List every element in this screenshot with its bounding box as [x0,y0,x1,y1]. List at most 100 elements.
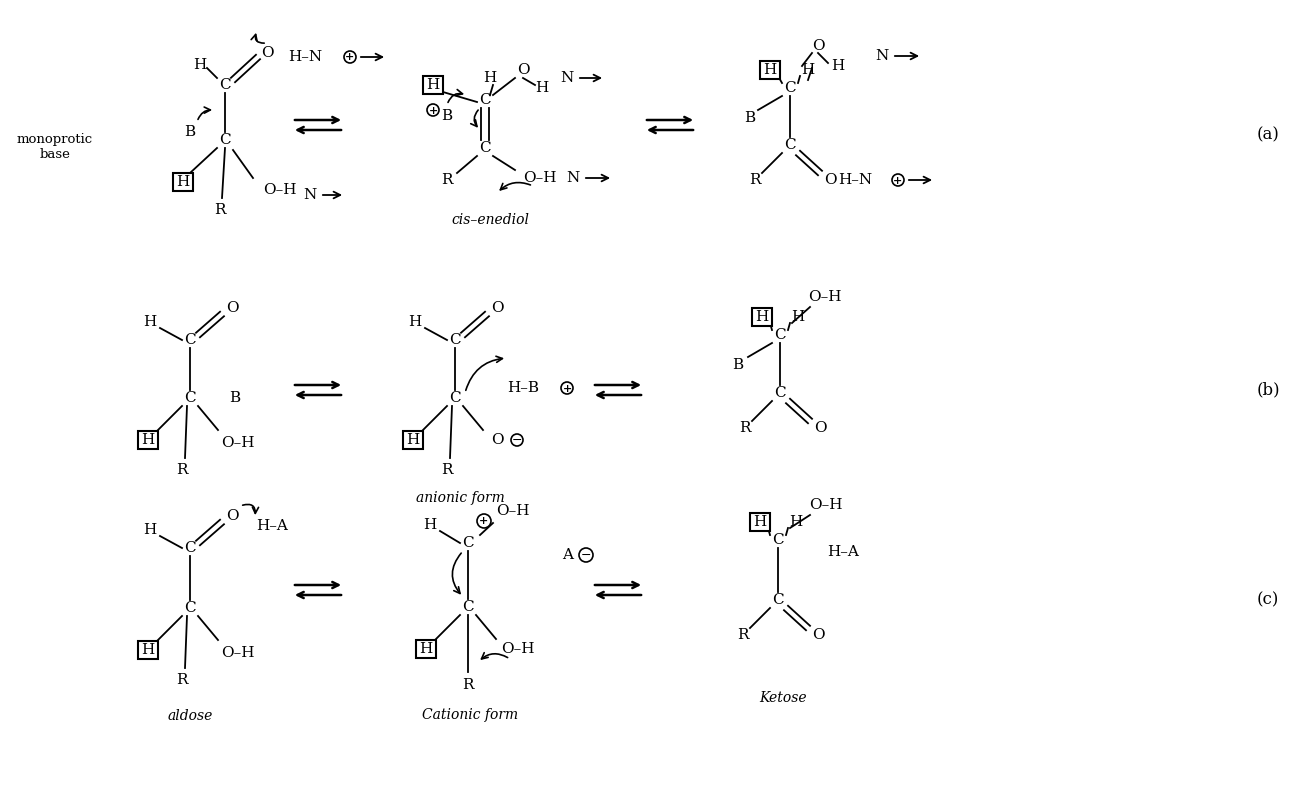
Text: anionic form: anionic form [416,491,505,505]
Text: O: O [226,509,238,523]
Text: C: C [184,333,196,347]
Text: C: C [184,391,196,405]
Text: C: C [784,138,796,152]
Text: C: C [774,328,786,342]
Text: C: C [774,386,786,400]
Text: base: base [39,148,71,161]
Text: H: H [484,71,497,85]
Text: C: C [220,133,231,147]
Text: O–H: O–H [221,646,255,660]
Text: H: H [423,518,437,532]
Text: O: O [490,301,503,315]
Text: H–A: H–A [827,545,859,559]
Text: H–A: H–A [256,519,288,533]
Text: H: H [176,175,190,189]
Text: O: O [814,421,826,435]
Text: R: R [463,678,473,692]
Text: R: R [176,673,188,687]
Text: R: R [442,173,452,187]
Text: N: N [303,188,316,202]
Text: +: + [429,105,438,115]
Text: (c): (c) [1257,592,1280,608]
Text: O–H: O–H [808,290,842,304]
Text: N: N [876,49,889,63]
Text: +: + [345,52,354,63]
Bar [750,513,770,531]
Text: B: B [732,358,744,372]
Text: C: C [184,601,196,615]
Text: monoprotic: monoprotic [17,133,93,147]
Text: C: C [480,141,491,155]
Text: +: + [562,383,571,394]
Text: O–H: O–H [523,171,557,185]
Text: B: B [745,111,755,125]
Text: H: H [426,78,439,92]
Text: H–B: H–B [507,381,538,395]
Text: C: C [480,93,491,107]
Text: O: O [260,46,273,60]
Text: H: H [536,81,549,95]
Text: H: H [144,523,157,537]
Text: R: R [749,173,761,187]
Text: O: O [226,301,238,315]
Text: H: H [406,433,420,447]
Text: C: C [463,600,474,614]
Text: O: O [823,173,836,187]
Bar [139,641,158,659]
Text: B: B [230,391,240,405]
Text: H: H [763,63,776,77]
Text: H–N: H–N [838,173,872,187]
Text: +: + [480,515,489,526]
Text: O–H: O–H [497,504,529,518]
Bar [139,431,158,449]
Text: (a): (a) [1256,126,1280,144]
Text: H: H [420,642,433,656]
Bar [403,431,423,449]
Text: O: O [812,39,825,53]
Text: H: H [408,315,422,329]
Text: R: R [737,628,749,642]
Text: C: C [450,391,461,405]
Text: Ketose: Ketose [759,691,806,705]
Text: B: B [184,125,196,139]
Text: C: C [772,593,784,607]
Text: H: H [755,310,769,324]
Text: +: + [894,175,903,186]
Bar [752,308,772,326]
Text: cis–enediol: cis–enediol [451,213,529,227]
Text: O: O [516,63,529,77]
Text: A: A [562,548,574,562]
Text: O–H: O–H [263,183,297,197]
Text: H: H [141,643,154,657]
Text: H: H [791,310,805,324]
Text: H: H [144,315,157,329]
Text: H: H [141,433,154,447]
Text: C: C [450,333,461,347]
Text: O–H: O–H [809,498,843,512]
Text: Cationic form: Cationic form [422,708,518,722]
Text: C: C [220,78,231,92]
Text: aldose: aldose [167,709,213,723]
Text: H: H [831,59,844,73]
Text: −: − [580,549,591,561]
Text: R: R [740,421,750,435]
Bar [173,173,193,191]
Text: H: H [193,58,207,72]
Text: O: O [490,433,503,447]
Text: (b): (b) [1256,381,1280,399]
Text: R: R [442,463,452,477]
Bar [423,76,443,94]
Bar [759,61,780,79]
Text: C: C [784,81,796,95]
Text: R: R [214,203,226,217]
Text: H: H [789,515,802,529]
Text: O–H: O–H [502,642,535,656]
Text: H–N: H–N [288,50,322,64]
Text: R: R [176,463,188,477]
Text: C: C [463,536,474,550]
Bar [416,640,437,658]
Text: O: O [812,628,825,642]
Text: N: N [566,171,579,185]
Text: N: N [561,71,574,85]
Text: O–H: O–H [221,436,255,450]
